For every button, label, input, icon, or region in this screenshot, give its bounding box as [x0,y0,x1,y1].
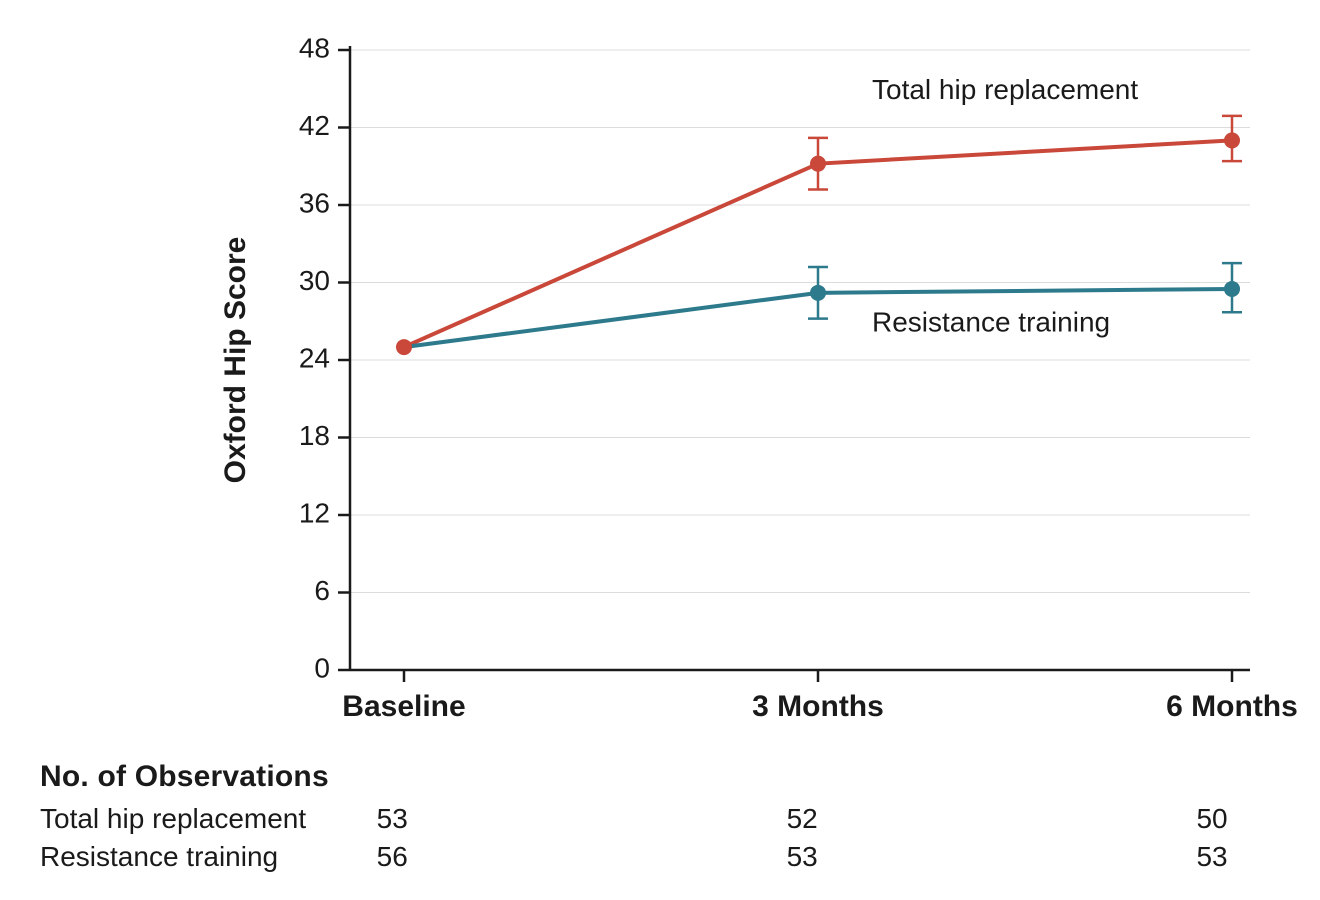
observations-cell: 53 [1144,838,1280,876]
y-tick-label: 30 [299,265,330,296]
x-category-label: 3 Months [752,690,884,723]
observations-title: No. of Observations [40,760,1280,794]
observations-table: No. of Observations Total hip replacemen… [40,760,1280,876]
observations-row: Resistance training56 53 53 [40,838,1280,876]
y-axis-title: Oxford Hip Score [219,237,252,484]
data-point-marker [810,285,826,301]
observations-row-label: Total hip replacement [40,800,360,838]
figure-container: 0 6 12 18 24 30 36 42 48 Baseline 3 Months 6 Months… [0,0,1320,900]
observations-cell: 56 [324,838,460,876]
y-tick-label: 0 [314,652,330,683]
y-tick-label: 48 [299,32,330,63]
observations-cell: 53 [324,800,460,838]
observations-row-label: Resistance training [40,838,360,876]
series-label: Total hip replacement [872,74,1138,105]
observations-cell: 53 [734,838,870,876]
x-category-label: 6 Months [1166,690,1298,723]
data-point-marker [1224,132,1240,148]
y-tick-label: 18 [299,420,330,451]
data-point-marker [810,156,826,172]
observations-row: Total hip replacement53 52 50 [40,800,1280,838]
observations-cell: 50 [1144,800,1280,838]
observations-cell: 52 [734,800,870,838]
x-category-label: Baseline [342,690,465,723]
y-tick-label: 12 [299,497,330,528]
series-label: Resistance training [872,307,1110,338]
y-tick-label: 42 [299,110,330,141]
baseline-marker [396,339,412,355]
oxford-hip-score-chart: 0 6 12 18 24 30 36 42 48 Baseline 3 Months 6 Months… [0,0,1320,760]
y-tick-label: 24 [299,342,330,373]
data-point-marker [1224,281,1240,297]
y-tick-label: 36 [299,187,330,218]
y-tick-label: 6 [314,575,330,606]
